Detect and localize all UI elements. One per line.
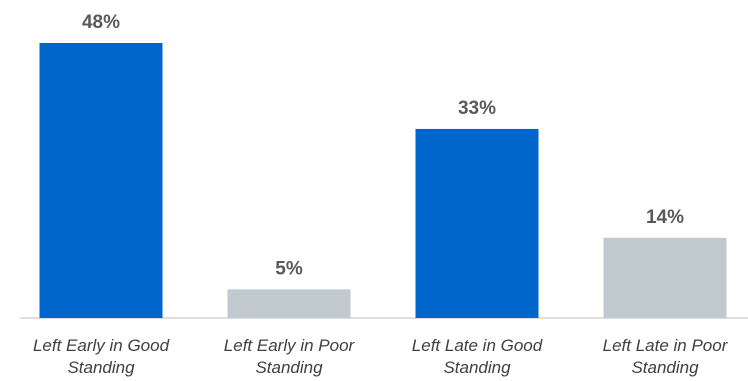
bar-value-label: 14%: [646, 207, 684, 228]
category-label: Left Late in Poor Standing: [603, 336, 729, 377]
bar-value-label: 48%: [82, 12, 120, 33]
bar-value-label: 5%: [275, 258, 303, 279]
category-label: Left Late in Good Standing: [412, 336, 543, 377]
bar-1: [39, 43, 163, 318]
bar-group: 48% Left Early in Good Standing 5% Left Earl…: [33, 12, 729, 377]
bar-2: [227, 289, 351, 318]
category-label: Left Early in Good Standing: [33, 336, 170, 377]
bar-value-label: 33%: [458, 98, 496, 119]
category-label: Left Early in Poor Standing: [224, 336, 356, 377]
bar-3: [415, 128, 539, 318]
bar-4: [603, 237, 727, 318]
